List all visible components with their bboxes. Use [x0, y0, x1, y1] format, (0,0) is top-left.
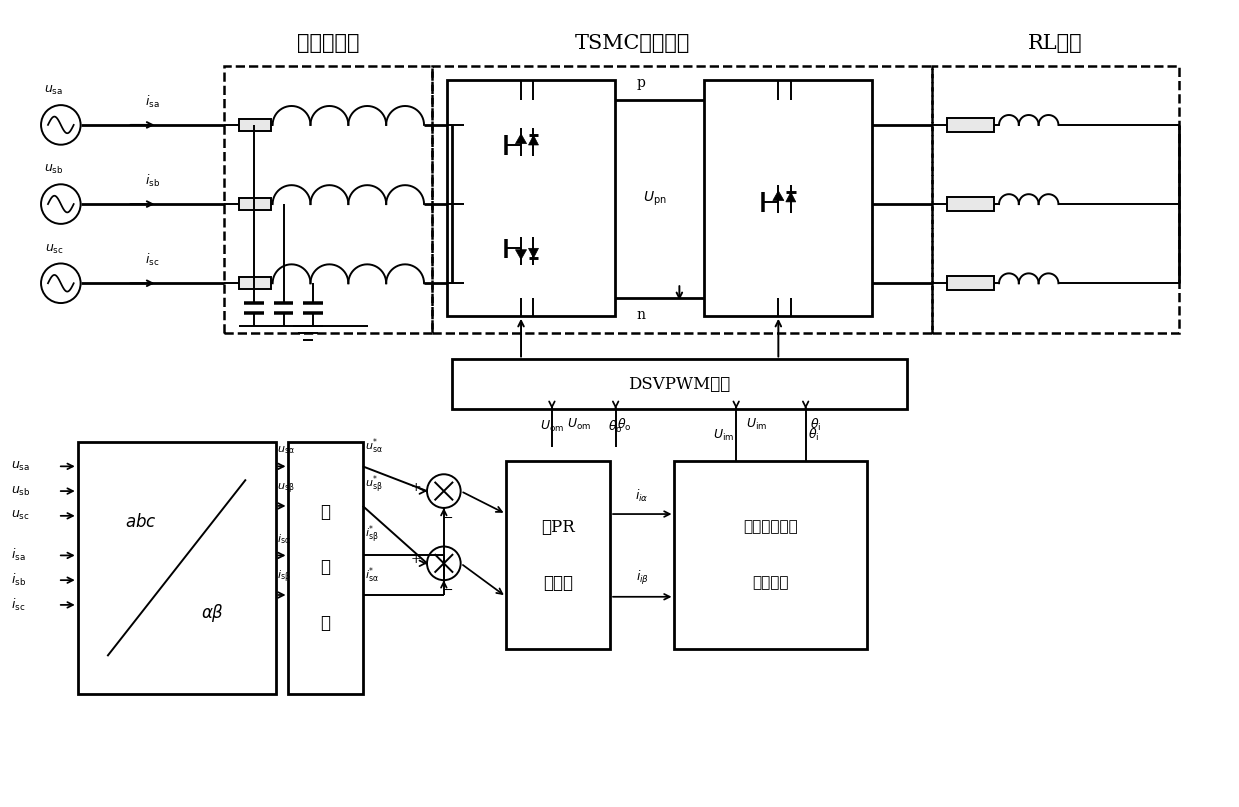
Bar	[947, 276, 994, 291]
Text: $i_{\rm sc}$: $i_{\rm sc}$	[145, 253, 160, 269]
Bar	[674, 462, 867, 650]
Text: $u_{\rm s\beta}^{*}$: $u_{\rm s\beta}^{*}$	[364, 474, 382, 496]
Text: $u_{\rm s\alpha}$: $u_{\rm s\alpha}$	[276, 445, 295, 457]
Text: $i_{\rm sb}$: $i_{\rm sb}$	[11, 572, 26, 588]
Text: $u_{\rm sb}$: $u_{\rm sb}$	[11, 484, 31, 498]
Text: p: p	[637, 77, 646, 90]
Bar	[947, 197, 994, 211]
Text: $i_{\rm s\beta}$: $i_{\rm s\beta}$	[276, 569, 290, 585]
Text: +: +	[410, 553, 421, 566]
Text: $u_{\rm sa}$: $u_{\rm sa}$	[11, 460, 31, 473]
Bar	[507, 462, 610, 650]
Text: −: −	[442, 584, 453, 597]
Bar	[239, 119, 270, 131]
Text: $i_{i\beta}$: $i_{i\beta}$	[636, 569, 649, 587]
Polygon shape	[773, 190, 784, 200]
Bar	[432, 65, 932, 332]
Bar	[932, 65, 1180, 332]
Text: $\theta_{\rm i}$: $\theta_{\rm i}$	[808, 427, 819, 443]
Text: $\theta_{\rm o}$: $\theta_{\rm o}$	[608, 419, 623, 435]
Polygon shape	[529, 249, 539, 258]
Text: TSMC开关电路: TSMC开关电路	[575, 34, 690, 52]
Text: $U_{\rm om}$: $U_{\rm om}$	[567, 417, 591, 432]
Polygon shape	[515, 249, 527, 259]
Text: $u_{\rm sa}$: $u_{\rm sa}$	[45, 84, 63, 97]
Polygon shape	[529, 136, 539, 145]
Text: $i_{\rm sa}$: $i_{\rm sa}$	[11, 547, 26, 563]
Polygon shape	[786, 192, 795, 202]
Text: −: −	[442, 512, 453, 525]
Text: $u_{\rm sb}$: $u_{\rm sb}$	[45, 163, 63, 177]
Bar	[704, 81, 872, 316]
Polygon shape	[515, 134, 527, 144]
Text: $u_{\rm s\beta}$: $u_{\rm s\beta}$	[276, 482, 294, 496]
Text: $i_{\rm sc}$: $i_{\rm sc}$	[11, 597, 26, 613]
Text: 一: 一	[321, 559, 331, 576]
Text: +: +	[410, 481, 421, 494]
Bar	[239, 278, 270, 289]
Text: $i_{i\alpha}$: $i_{i\alpha}$	[636, 488, 649, 504]
Text: $i_{\rm s\alpha}^{*}$: $i_{\rm s\alpha}^{*}$	[364, 566, 378, 585]
Text: $i_{\rm s\beta}^{*}$: $i_{\rm s\beta}^{*}$	[364, 523, 378, 546]
Text: $u_{\rm sc}$: $u_{\rm sc}$	[45, 242, 63, 256]
Text: $i_{\rm sb}$: $i_{\rm sb}$	[145, 174, 160, 189]
Text: 计算输入电流: 计算输入电流	[743, 521, 798, 534]
Text: $U_{\rm im}$: $U_{\rm im}$	[746, 417, 767, 432]
Text: 准PR: 准PR	[541, 519, 575, 536]
Bar	[78, 441, 275, 694]
Text: 矢量相位: 矢量相位	[752, 577, 789, 591]
Bar	[224, 65, 432, 332]
Text: $u_{\rm s\alpha}^{*}$: $u_{\rm s\alpha}^{*}$	[364, 437, 383, 457]
Text: $u_{\rm sc}$: $u_{\rm sc}$	[11, 509, 30, 522]
Text: 输入滤波器: 输入滤波器	[297, 34, 359, 52]
Text: $\theta_{\rm i}$: $\theta_{\rm i}$	[810, 417, 821, 433]
Text: 化: 化	[321, 615, 331, 632]
Text: $U_{\rm pn}$: $U_{\rm pn}$	[643, 190, 667, 208]
Bar	[452, 359, 907, 409]
Text: 控制器: 控制器	[543, 575, 574, 592]
Text: $U_{\rm om}$: $U_{\rm om}$	[540, 419, 564, 434]
Text: $i_{\rm s\alpha}$: $i_{\rm s\alpha}$	[276, 532, 290, 546]
Text: $\theta_{\rm o}$: $\theta_{\rm o}$	[617, 417, 632, 433]
Bar	[947, 118, 994, 132]
Text: $abc$: $abc$	[125, 513, 157, 531]
Text: RL负载: RL负载	[1028, 34, 1083, 52]
Text: n: n	[637, 308, 646, 322]
Bar	[289, 441, 363, 694]
Text: 归: 归	[321, 504, 331, 521]
Text: $U_{\rm im}$: $U_{\rm im}$	[712, 428, 735, 443]
Text: $i_{\rm sa}$: $i_{\rm sa}$	[145, 94, 160, 110]
Bar	[447, 81, 615, 316]
Text: DSVPWM调制: DSVPWM调制	[628, 376, 731, 393]
Bar	[239, 199, 270, 210]
Text: $\alpha\beta$: $\alpha\beta$	[201, 602, 224, 624]
